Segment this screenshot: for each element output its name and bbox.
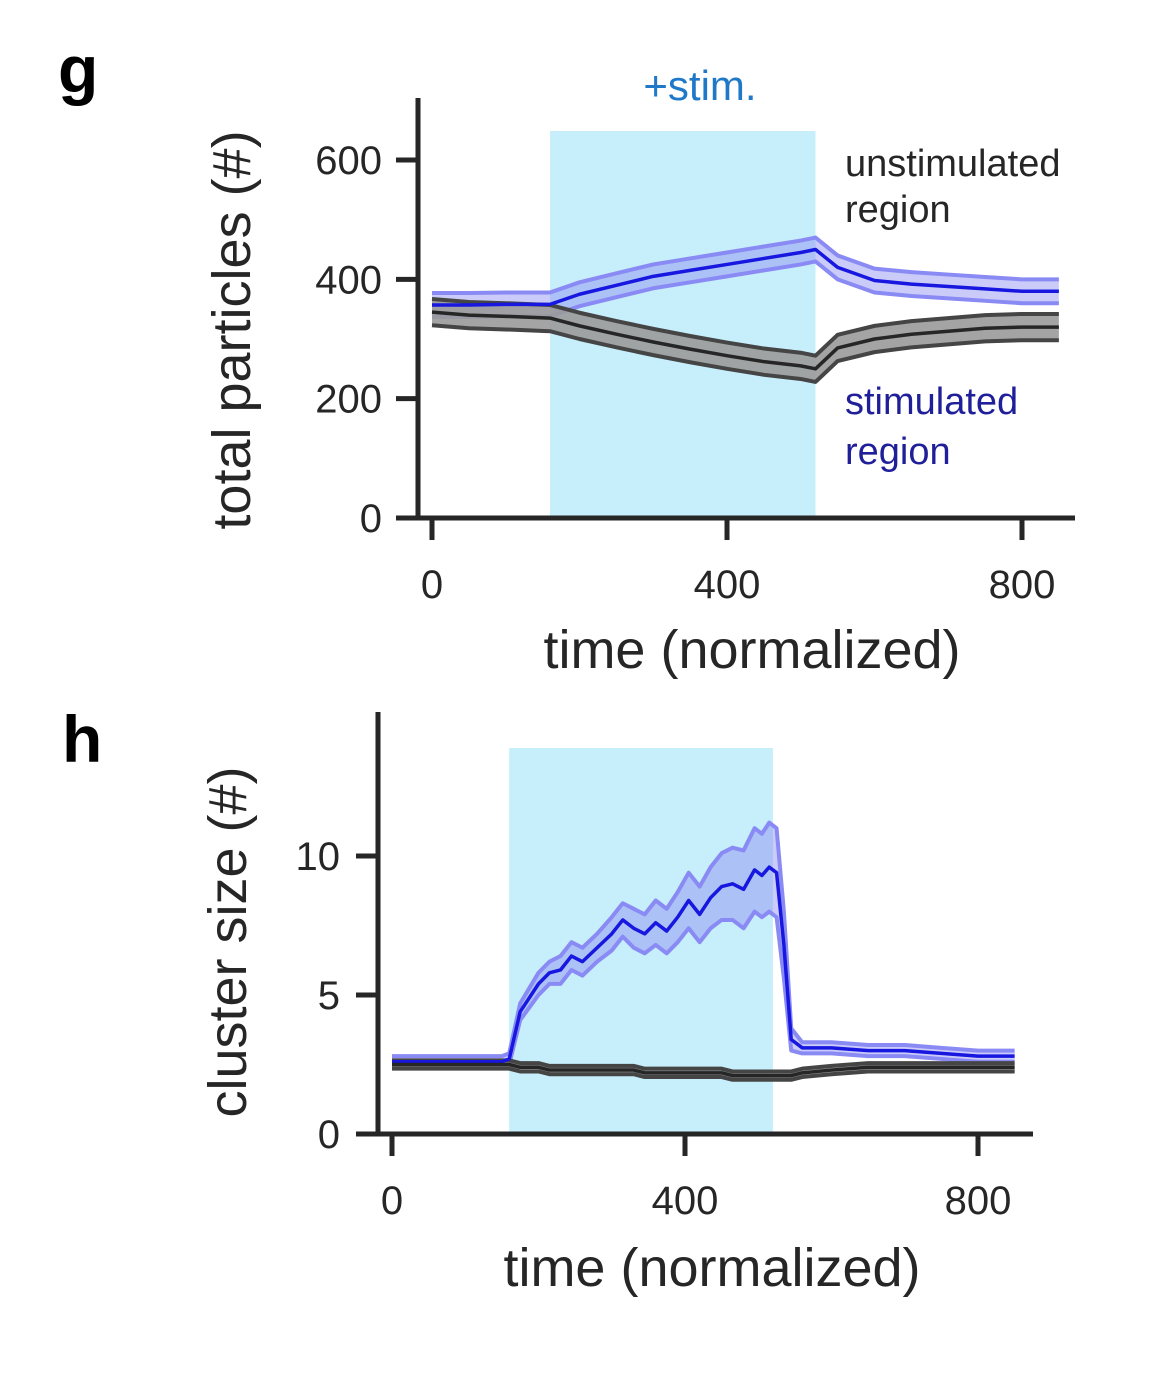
x-tick-label: 800 [945, 1179, 1012, 1223]
series-line-blue [392, 865, 1015, 1064]
panel-letter-g: g [58, 32, 98, 106]
y-tick-label: 600 [315, 139, 382, 183]
series-line-black [431, 310, 1059, 371]
x-tick-label: 800 [989, 563, 1056, 607]
series-line-blue [432, 247, 1059, 307]
unstimulated-region-label-line1: unstimulated [845, 143, 1060, 185]
error-band-lower-edge [392, 909, 1015, 1070]
stimulated-region-label-line2: region [845, 431, 951, 473]
x-tick-label: 400 [652, 1179, 719, 1223]
y-tick-label: 200 [315, 378, 382, 422]
y-axis-label: total particles (#) [202, 130, 262, 529]
error-band-black [432, 299, 1059, 382]
y-ticks: 0 200 400 600 [315, 139, 418, 541]
x-tick-label: 400 [694, 563, 761, 607]
x-axis-label: time (normalized) [503, 1238, 920, 1298]
error-bands [392, 820, 1015, 1082]
panel-h: h 0 5 10 0 400 800 cluster size (#) time (no… [62, 702, 1033, 1298]
y-axis-label: cluster size (#) [198, 766, 258, 1117]
error-band-upper-edge [392, 1058, 1015, 1074]
error-band-lower-edge [431, 323, 1059, 384]
y-tick-label: 400 [315, 258, 382, 302]
panel-g: g 0 200 400 600 0 400 800 total particles (#)… [58, 32, 1075, 680]
series-lines [392, 865, 1015, 1078]
x-ticks: 0 400 800 [381, 1134, 1012, 1223]
unstimulated-region-label-line2: region [845, 189, 951, 231]
y-tick-label: 0 [360, 497, 382, 541]
error-band-blue [432, 237, 1059, 317]
y-ticks: 0 5 10 [296, 835, 378, 1157]
y-tick-label: 5 [318, 974, 340, 1018]
x-tick-label: 0 [381, 1179, 403, 1223]
x-ticks: 0 400 800 [421, 518, 1056, 607]
y-tick-label: 0 [318, 1113, 340, 1157]
panel-letter-h: h [62, 702, 102, 776]
x-axis-label: time (normalized) [543, 620, 960, 680]
series-lines [431, 247, 1059, 371]
stim-label: +stim. [643, 62, 756, 109]
series-line-black [392, 1062, 1015, 1078]
x-tick-label: 0 [421, 563, 443, 607]
error-band-upper-edge [392, 820, 1015, 1059]
stimulated-region-label-line1: stimulated [845, 381, 1018, 423]
error-band-upper-edge [432, 235, 1059, 296]
y-tick-label: 10 [296, 835, 341, 879]
error-band-lower-edge [392, 1066, 1015, 1082]
